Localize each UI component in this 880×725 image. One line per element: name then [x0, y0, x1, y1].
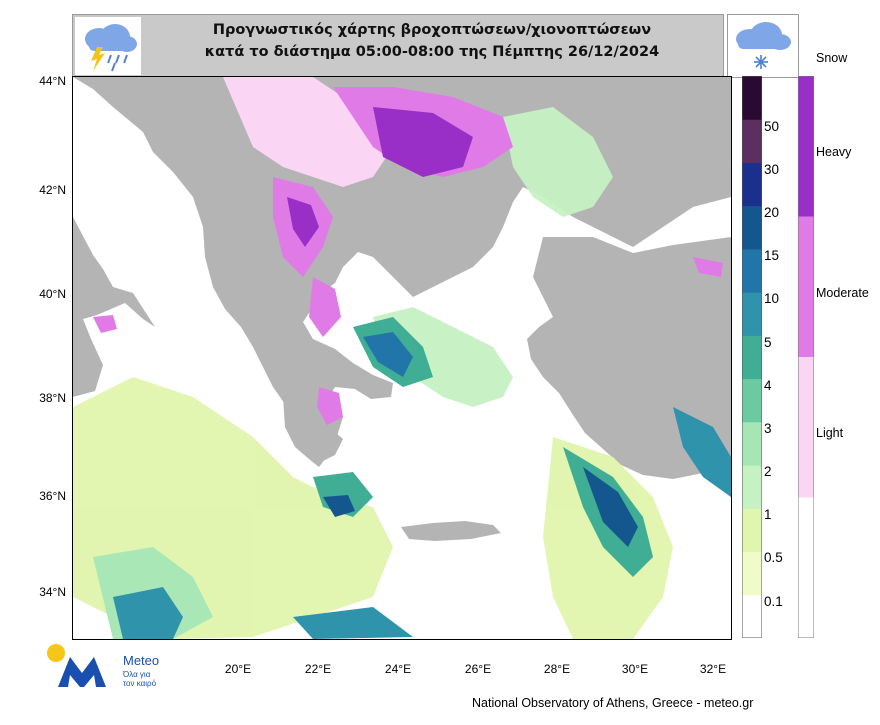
map-header: Προγνωστικός χάρτης βροχοπτώσεων/χιονοπτ…: [72, 14, 724, 78]
snow-cloud-icon: [736, 22, 791, 69]
map-title: Προγνωστικός χάρτης βροχοπτώσεων/χιονοπτ…: [147, 19, 717, 63]
lon-label-32: 32°E: [699, 662, 727, 676]
lon-label-30: 30°E: [621, 662, 649, 676]
rain-colorbar-segment: [742, 205, 762, 250]
rain-colorbar-segment: [742, 421, 762, 466]
rain-level-0-5: 0.5: [764, 550, 783, 565]
rain-level-10: 10: [764, 291, 780, 306]
rain-icon-box: [75, 17, 141, 75]
logo-tagline: Όλα για τον καιρό: [123, 670, 183, 688]
rain-colorbar-segment: [742, 292, 762, 336]
rain-colorbar-segment: [742, 465, 762, 509]
snow-colorbar-segment: [798, 76, 814, 217]
snow-icon-box: [727, 14, 799, 78]
map-canvas: [73, 77, 731, 639]
logo-tagline-line2: τον καιρό: [123, 679, 157, 688]
rain-colorbar-segment: [742, 162, 762, 207]
lat-label-34: 34°N: [39, 585, 66, 599]
rain-level-3: 3: [764, 421, 772, 436]
lon-label-22: 22°E: [304, 662, 332, 676]
rain-colorbar-segment: [742, 335, 762, 380]
snow-colorbar-title: Snow: [816, 51, 848, 65]
lon-label-20: 20°E: [224, 662, 252, 676]
title-line-2: κατά το διάστημα 05:00-08:00 της Πέμπτης…: [204, 44, 660, 60]
rain-level-15: 15: [764, 248, 780, 263]
rain-colorbar: [742, 76, 762, 638]
precip-moderate-rain: [113, 317, 731, 639]
snow-level-heavy: Heavy: [816, 145, 852, 159]
rain-colorbar-segment: [742, 594, 762, 638]
precip-snow: [93, 77, 723, 425]
rain-cloud-lightning-icon: [85, 24, 137, 72]
land-italy: [73, 77, 155, 397]
lat-label-36: 36°N: [39, 489, 66, 503]
land-crete: [401, 521, 501, 541]
snow-colorbar-segment: [798, 357, 814, 498]
rain-level-4: 4: [764, 378, 772, 393]
forecast-map[interactable]: [72, 76, 732, 640]
lon-label-24: 24°E: [384, 662, 412, 676]
footer-credit: National Observatory of Athens, Greece -…: [472, 696, 754, 710]
snow-level-moderate: Moderate: [816, 286, 869, 300]
title-line-1: Προγνωστικός χάρτης βροχοπτώσεων/χιονοπτ…: [212, 22, 652, 38]
lon-label-28: 28°E: [543, 662, 571, 676]
rain-level-20: 20: [764, 205, 780, 220]
logo-tagline-line1: Όλα για: [123, 670, 151, 679]
land-cyprus: [673, 373, 731, 399]
rain-level-2: 2: [764, 464, 772, 479]
rain-colorbar-segment: [742, 248, 762, 293]
rain-level-1: 1: [764, 507, 772, 522]
rain-colorbar-segment: [742, 378, 762, 423]
rain-level-5: 5: [764, 335, 772, 350]
lat-label-44: 44°N: [39, 74, 66, 88]
lat-label-40: 40°N: [39, 287, 66, 301]
lon-label-26: 26°E: [464, 662, 492, 676]
snow-colorbar-segment: [798, 497, 814, 638]
lat-label-42: 42°N: [39, 183, 66, 197]
rain-colorbar-segment: [742, 508, 762, 553]
rain-colorbar-segment: [742, 551, 762, 596]
rain-colorbar-segment: [742, 119, 762, 163]
snow-colorbar-segment: [798, 216, 814, 358]
snow-level-light: Light: [816, 426, 844, 440]
meteo-logo: [47, 644, 106, 687]
logo-name: Meteo: [123, 653, 160, 668]
rain-level-50: 50: [764, 119, 780, 134]
rain-level-30: 30: [764, 162, 780, 177]
rain-level-0-1: 0.1: [764, 594, 783, 609]
lat-label-38: 38°N: [39, 391, 66, 405]
snow-colorbar: [798, 76, 814, 638]
rain-colorbar-segment: [742, 76, 762, 120]
